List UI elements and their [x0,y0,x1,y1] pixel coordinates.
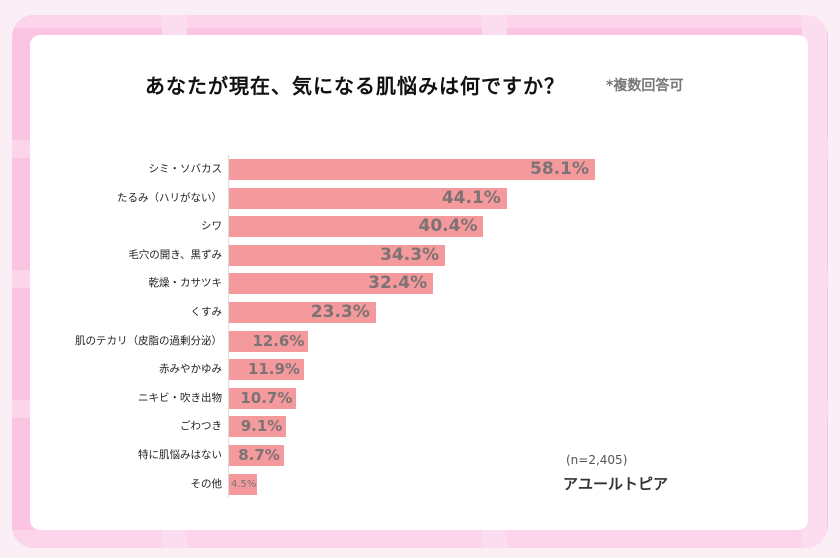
category-axis [228,155,229,498]
bar [229,359,304,381]
bar [229,473,258,495]
sample-size: (n=2,405) [566,453,628,467]
category-label: 肌のテカリ（皮脂の過剰分泌） [75,334,222,347]
category-label: その他 [190,477,223,490]
bar [229,445,284,466]
bar [229,330,309,352]
data-label: 12.6% [252,331,305,350]
bar [229,416,287,438]
data-label: 58.1% [530,159,589,179]
category-label: ニキビ・吹き出物 [138,391,222,404]
bar [229,216,484,238]
multiple-answer-note: *複数回答可 [606,78,684,94]
brand-logo: アユールトピア [563,475,669,493]
bar [229,244,446,266]
bar [229,187,507,209]
bar [229,273,434,295]
chart-title: あなたが現在、気になる肌悩みは何ですか？ [145,74,565,98]
category-label: 赤みやかゆみ [159,363,222,376]
category-label: シワ [201,220,222,233]
data-label: 34.3% [380,244,440,265]
bar [229,302,376,323]
data-label: 11.9% [247,360,300,379]
category-label: シミ・ソバカス [148,163,223,175]
data-label: 40.4% [418,216,478,237]
bar [229,387,297,409]
category-label: 毛穴の開き、黒ずみ [128,248,222,261]
data-label: 10.7% [240,388,293,407]
category-label: 乾燥・カサツキ [148,277,223,290]
data-label: 4.5% [231,478,257,490]
data-label: 23.3% [310,302,370,322]
data-label: 8.7% [238,446,280,464]
category-label: たるみ（ハリがない） [117,191,222,204]
data-label: 9.1% [240,417,283,436]
data-label: 44.1% [441,187,501,208]
category-label: 特に肌悩みはない [138,449,222,461]
category-label: くすみ [190,306,223,318]
bar [229,159,595,180]
data-label: 32.4% [368,273,428,294]
category-label: ごわつき [180,420,222,433]
